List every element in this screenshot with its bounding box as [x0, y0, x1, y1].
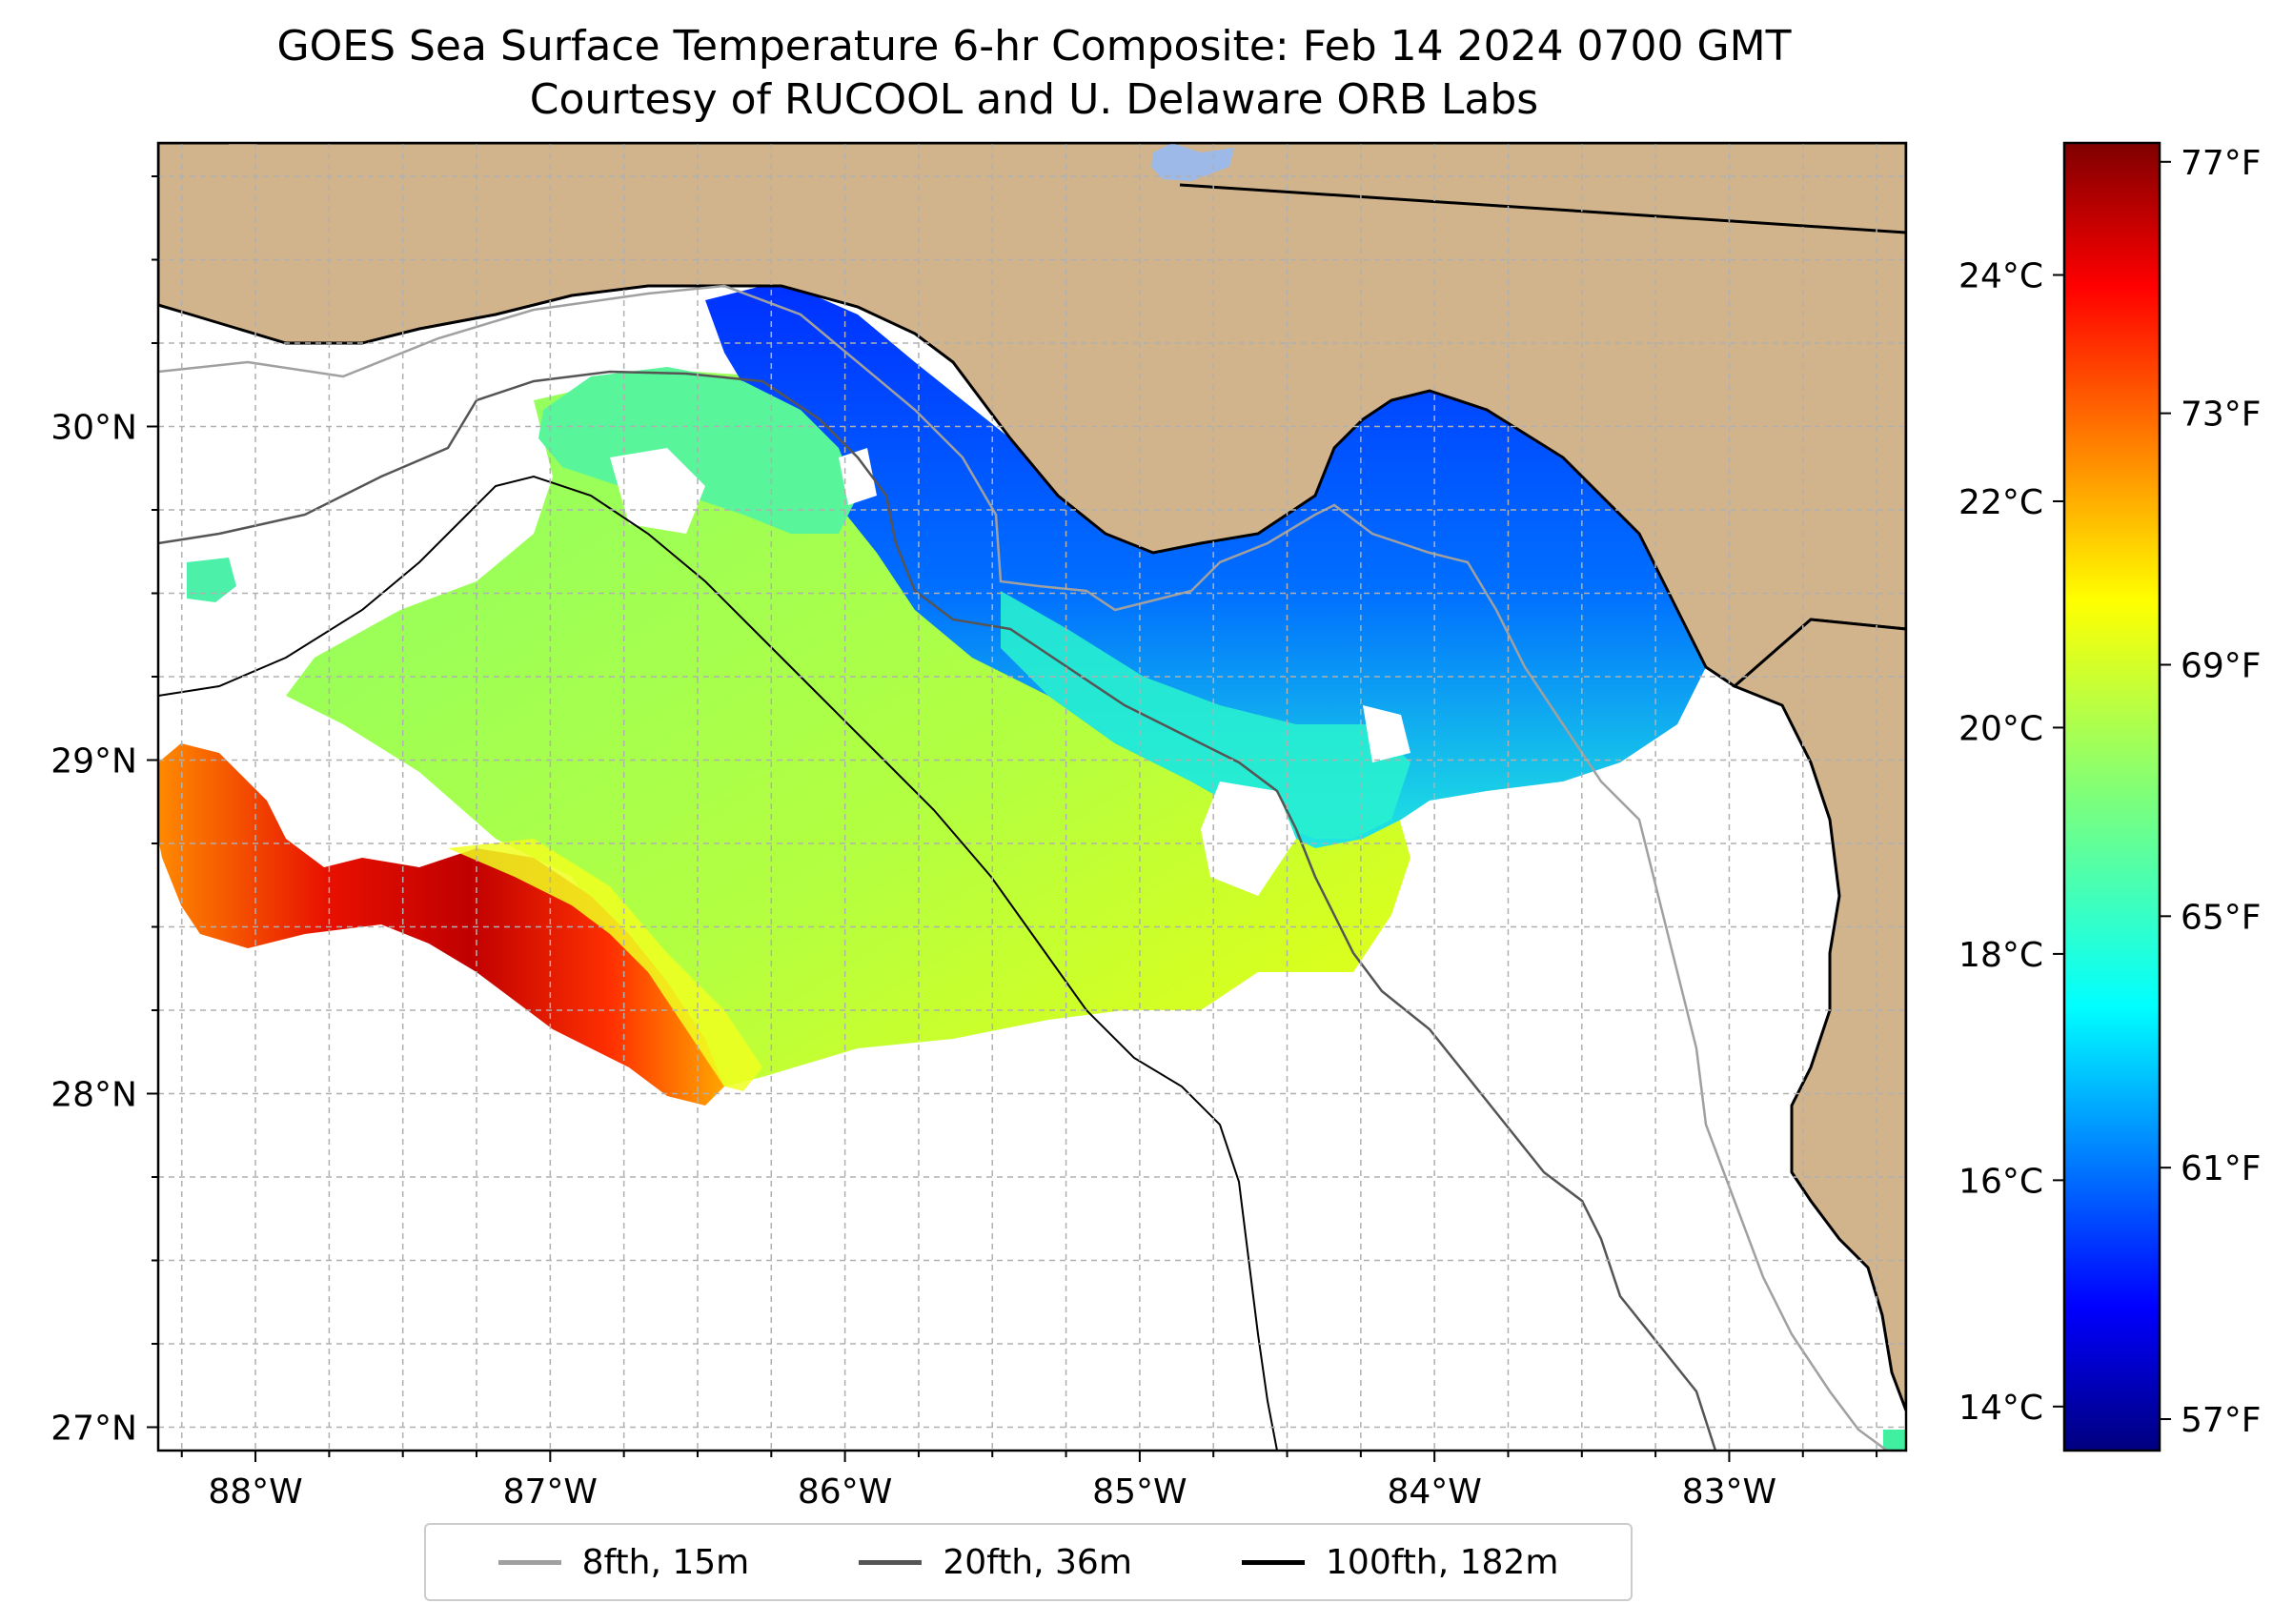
sst-patch-west	[187, 558, 236, 602]
isobath-8fth	[158, 284, 1888, 1451]
sst-warm-tongue	[158, 743, 724, 1106]
sst-se-patch	[1883, 1430, 1906, 1451]
isobath-100fth	[158, 475, 1278, 1451]
sst-cyan-transition	[1001, 591, 1410, 839]
land-layer	[158, 143, 1906, 1411]
celsius-tick-label: 20°C	[1958, 709, 2043, 748]
legend-label-20fth: 20fth, 36m	[943, 1542, 1132, 1582]
legend-item-8fth: 8fth, 15m	[497, 1542, 750, 1582]
isobath-lines	[158, 284, 1888, 1451]
legend-item-20fth: 20fth, 36m	[859, 1543, 1132, 1582]
celsius-tick-label: 22°C	[1958, 483, 2043, 522]
lat-tick-label: 29°N	[51, 742, 137, 782]
cloud-gap-3	[1363, 705, 1410, 762]
celsius-tick-label: 24°C	[1958, 257, 2043, 296]
sst-cool-belt	[705, 281, 1706, 848]
celsius-tick-label: 18°C	[1958, 936, 2043, 975]
lat-tick-label: 28°N	[51, 1076, 137, 1115]
celsius-tick-label: 16°C	[1958, 1162, 2043, 1201]
fahrenheit-tick-label: 69°F	[2181, 646, 2262, 685]
celsius-tick-label: 14°C	[1958, 1389, 2043, 1428]
lon-tick-label: 84°W	[1387, 1472, 1481, 1512]
map-title: GOES Sea Surface Temperature 6-hr Compos…	[276, 22, 1792, 71]
map-area	[158, 143, 1906, 1451]
latitude-ticks: 30°N 29°N 28°N 27°N	[51, 175, 158, 1449]
sst-yellow-band	[448, 839, 762, 1091]
lon-tick-label: 88°W	[208, 1472, 302, 1512]
legend-item-100fth: 100fth, 182m	[1242, 1543, 1558, 1582]
fahrenheit-tick-label: 61°F	[2181, 1149, 2262, 1188]
gridlines	[158, 143, 1906, 1451]
state-border	[1179, 183, 1906, 234]
lon-tick-label: 87°W	[503, 1472, 598, 1512]
lon-tick-label: 85°W	[1092, 1472, 1187, 1512]
sst-data-layer	[158, 181, 1906, 1451]
isobath-legend: 8fth, 15m 20fth, 36m 100fth, 182m	[424, 1523, 1633, 1601]
mobile-bay-land-mask	[158, 143, 286, 286]
legend-label-100fth: 100fth, 182m	[1326, 1542, 1559, 1582]
isobath-20fth	[158, 370, 1717, 1451]
sst-warm-central-field	[286, 370, 1410, 1086]
lon-tick-label: 86°W	[798, 1472, 892, 1512]
lat-tick-label: 30°N	[51, 409, 137, 448]
map-frame	[156, 141, 1908, 1452]
lon-tick-label: 83°W	[1682, 1472, 1776, 1512]
fahrenheit-tick-label: 65°F	[2181, 898, 2262, 937]
lake-feature	[1151, 143, 1234, 181]
cloud-gap-4	[839, 448, 877, 505]
colorbar	[2062, 141, 2161, 1452]
cloud-gap-1	[610, 448, 705, 534]
fahrenheit-tick-label: 57°F	[2181, 1401, 2262, 1440]
legend-swatch-20fth	[859, 1559, 923, 1565]
fahrenheit-tick-label: 73°F	[2181, 396, 2262, 435]
fahrenheit-tick-label: 77°F	[2181, 144, 2262, 183]
legend-label-8fth: 8fth, 15m	[581, 1542, 750, 1582]
legend-swatch-100fth	[1242, 1559, 1306, 1565]
longitude-ticks: 88°W 87°W 86°W 85°W 84°W 83°W	[180, 1451, 1878, 1512]
legend-swatch-8fth	[497, 1559, 561, 1565]
land-panhandle	[158, 143, 1906, 688]
colorbar-ticks: 77°F 73°F 69°F 65°F 61°F 57°F 24°C 22°C 20°C 18°C…	[1958, 144, 2261, 1440]
cloud-gap-2	[1201, 782, 1296, 896]
map-subtitle: Courtesy of RUCOOL and U. Delaware ORB L…	[529, 75, 1539, 124]
lat-tick-label: 27°N	[51, 1410, 137, 1449]
land-florida-peninsula	[1732, 618, 1906, 1411]
